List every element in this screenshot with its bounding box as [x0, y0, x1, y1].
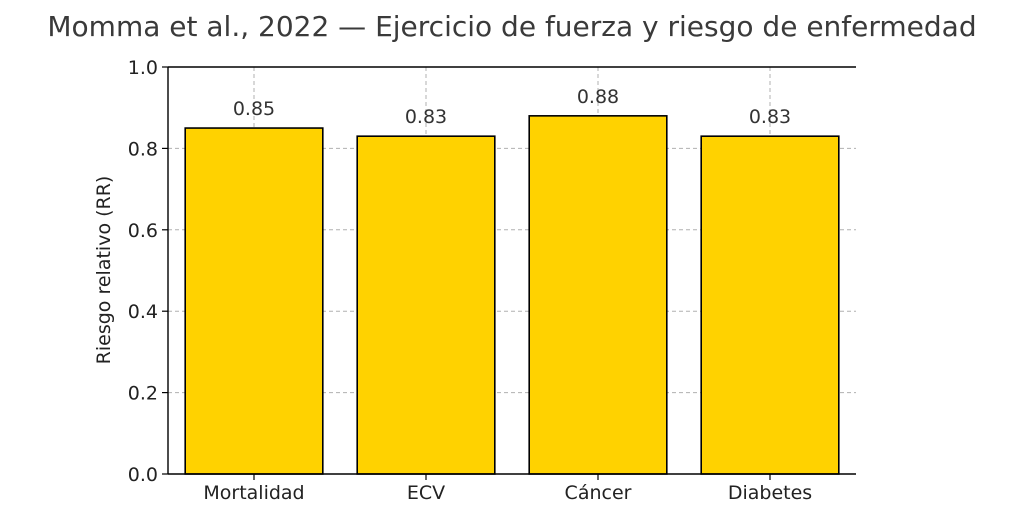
axes: [162, 66, 856, 480]
data-label: 0.83: [405, 106, 447, 128]
x-tick-label: Cáncer: [565, 482, 632, 504]
bar-diabetes: [700, 135, 840, 475]
x-tick-label: ECV: [407, 482, 445, 504]
data-labels: 0.85 0.83 0.88 0.83: [233, 86, 791, 128]
y-tick-labels: 0.0 0.2 0.4 0.6 0.8 1.0: [128, 57, 158, 486]
y-tick-label: 0.6: [128, 220, 158, 242]
data-label: 0.83: [749, 106, 791, 128]
y-tick-label: 0.0: [128, 464, 158, 486]
bars: [184, 115, 840, 475]
y-tick-label: 1.0: [128, 57, 158, 79]
bar-mortalidad: [184, 127, 324, 475]
y-axis-label: Riesgo relativo (RR): [93, 176, 115, 365]
chart-title: Momma et al., 2022 — Ejercicio de fuerza…: [47, 10, 976, 43]
x-tick-labels: Mortalidad ECV Cáncer Diabetes: [203, 482, 812, 504]
x-tick-label: Diabetes: [728, 482, 812, 504]
x-tick-label: Mortalidad: [203, 482, 304, 504]
y-tick-label: 0.8: [128, 138, 158, 160]
y-tick-label: 0.2: [128, 383, 158, 405]
bar-cáncer: [528, 115, 668, 475]
data-label: 0.88: [577, 86, 619, 108]
bar-ecv: [356, 135, 496, 475]
y-tick-label: 0.4: [128, 301, 158, 323]
data-label: 0.85: [233, 98, 275, 120]
